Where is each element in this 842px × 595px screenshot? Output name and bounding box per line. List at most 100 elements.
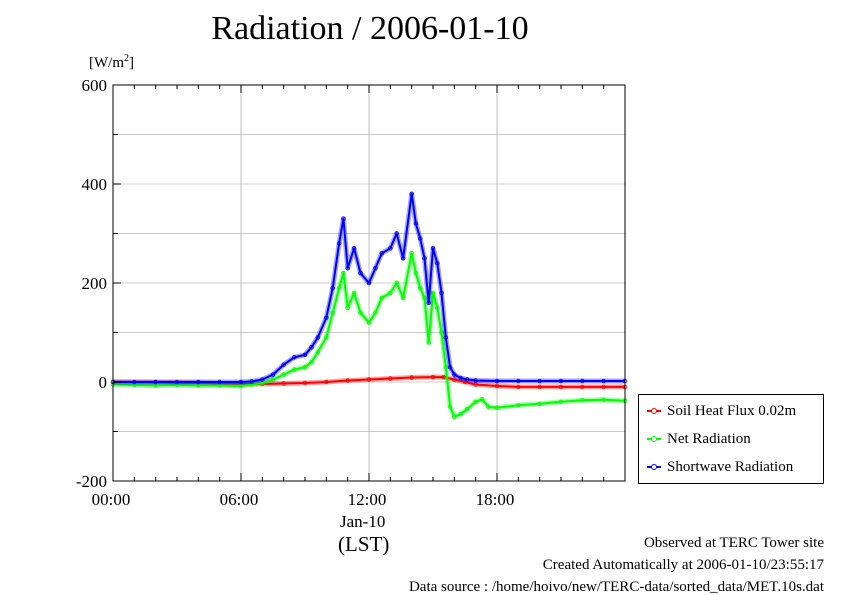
y-tick-label: 200 [82, 274, 108, 293]
legend-label: Shortwave Radiation [667, 458, 794, 475]
data-point [422, 256, 427, 261]
data-point [458, 375, 463, 381]
data-point [345, 305, 350, 310]
legend-item-soil-heat-flux: Soil Heat Flux 0.02m [647, 401, 796, 421]
data-point [537, 378, 542, 384]
x-tick-label: 12:00 [348, 490, 387, 509]
data-point [132, 379, 137, 385]
data-point [516, 378, 521, 384]
data-point [430, 374, 436, 380]
x-tick-label: 00:00 [92, 490, 131, 509]
data-point [601, 384, 606, 390]
data-point [336, 285, 342, 291]
data-point [443, 335, 448, 340]
data-point [558, 378, 564, 384]
data-point [494, 378, 500, 384]
series-lines [110, 191, 628, 420]
data-point [281, 362, 286, 367]
legend-item-net-radiation: Net Radiation [647, 429, 751, 449]
data-point [366, 280, 372, 286]
data-point [315, 335, 320, 340]
data-point [394, 231, 399, 236]
data-point [413, 270, 419, 276]
data-point [400, 295, 406, 301]
data-point [330, 285, 335, 291]
y-tick-label: 0 [99, 373, 108, 392]
x-axis-date-label: Jan-10 [340, 512, 386, 531]
data-point [494, 405, 500, 410]
data-point [537, 384, 542, 390]
legend-swatch-red [647, 408, 661, 414]
data-point [341, 216, 346, 221]
data-point [351, 246, 357, 251]
data-point [430, 290, 436, 296]
data-point [281, 372, 286, 377]
data-point [473, 399, 478, 404]
x-tick-label: 18:00 [476, 490, 515, 509]
data-point [324, 315, 329, 320]
data-point [447, 404, 453, 409]
data-point [281, 381, 286, 386]
data-point [452, 377, 457, 382]
data-point [345, 265, 350, 271]
data-point [558, 399, 564, 404]
data-point [394, 280, 399, 286]
data-point [439, 330, 444, 335]
data-point [270, 377, 276, 382]
chart-title: Radiation / 2006-01-10 [211, 10, 529, 47]
data-point [302, 352, 308, 357]
data-point [330, 310, 335, 315]
data-point [249, 379, 254, 384]
legend: Soil Heat Flux 0.02m Net Radiation Short… [638, 394, 824, 484]
data-point [441, 374, 446, 380]
data-point [580, 378, 585, 384]
x-tick-label: 06:00 [220, 490, 259, 509]
data-point [351, 290, 357, 296]
data-point [292, 367, 297, 372]
data-point [153, 379, 158, 385]
data-point [422, 295, 427, 301]
data-point [430, 246, 436, 251]
data-point [315, 350, 320, 355]
data-point [379, 295, 384, 301]
y-axis-unit-label: [W/m2] [89, 53, 134, 71]
data-point [358, 270, 363, 276]
data-point [439, 290, 444, 296]
data-point [426, 340, 431, 345]
data-point [486, 404, 491, 409]
data-point [196, 379, 201, 385]
data-point [580, 398, 585, 403]
x-axis-title: (LST) [338, 532, 390, 556]
data-point [418, 285, 423, 291]
data-point [358, 310, 363, 315]
data-point [249, 382, 254, 387]
data-point [388, 376, 393, 381]
data-point [580, 384, 585, 390]
data-point [601, 397, 606, 403]
data-point [464, 377, 470, 382]
data-point [302, 380, 308, 386]
data-point [409, 375, 414, 380]
data-point [473, 378, 478, 383]
data-point [426, 300, 431, 305]
data-point [324, 335, 329, 340]
data-point [447, 364, 453, 370]
data-point [558, 384, 564, 390]
data-point [464, 407, 470, 412]
data-point [409, 191, 414, 197]
data-point [366, 320, 372, 325]
data-point [400, 256, 406, 261]
data-point [373, 310, 378, 315]
data-point [435, 305, 440, 310]
series-2 [110, 191, 628, 385]
legend-item-shortwave-radiation: Shortwave Radiation [647, 457, 793, 477]
data-point [373, 265, 378, 271]
data-point [435, 261, 440, 266]
data-point [458, 411, 463, 417]
data-point [341, 270, 346, 276]
y-tick-label: -200 [76, 472, 107, 491]
series-line [113, 192, 625, 383]
data-point [601, 378, 606, 384]
footer-observed-site: Observed at TERC Tower site [643, 535, 824, 551]
